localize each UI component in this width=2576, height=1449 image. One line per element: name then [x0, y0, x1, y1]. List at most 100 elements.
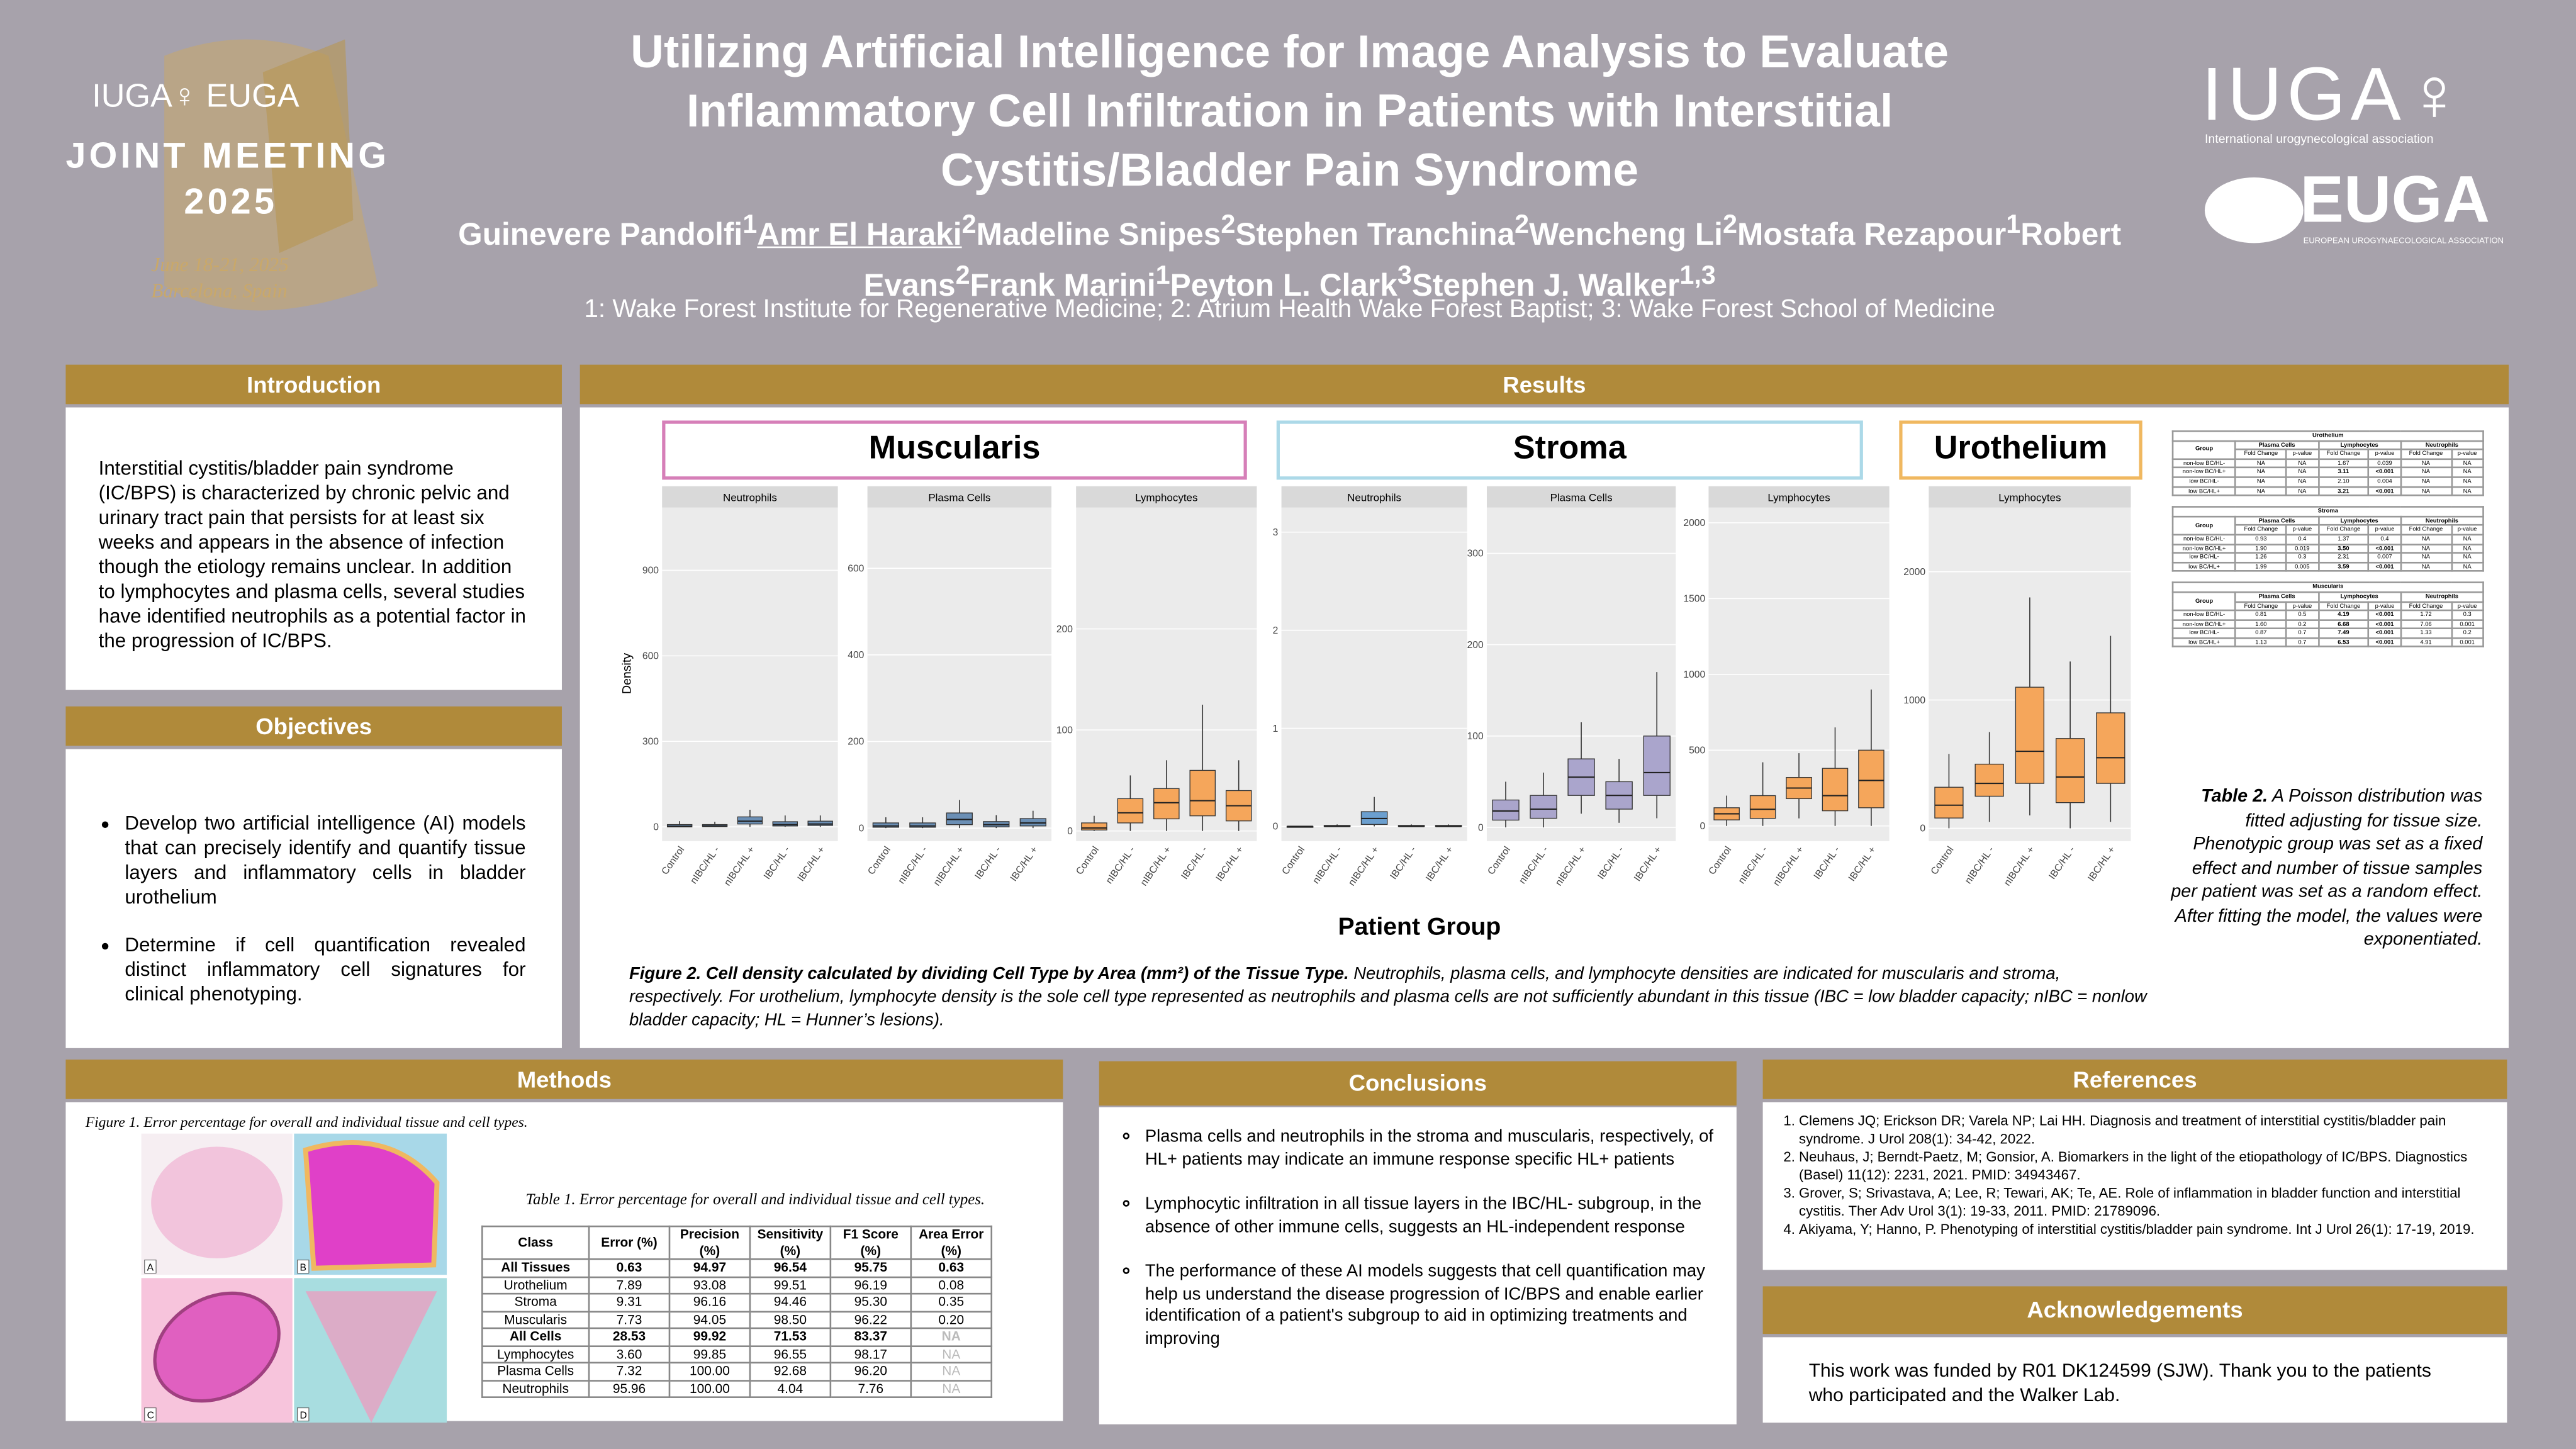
cell: 96.55: [749, 1345, 832, 1364]
cell: 96.54: [749, 1258, 832, 1277]
panel-strip: [1486, 486, 1676, 508]
cell: NA: [2234, 476, 2287, 488]
cell: NA: [2234, 467, 2287, 478]
table-row: non-low BC/HL+ 1.60 0.2 6.68 <0.001 7.06 0.001: [2171, 618, 2484, 630]
cell: non-low BC/HL-: [2171, 610, 2237, 621]
panel-title: Plasma Cells: [1550, 491, 1613, 503]
cell: 99.51: [749, 1275, 832, 1295]
x-tick-label: Control: [659, 844, 686, 876]
figure-caption: Figure 1. Error percentage for overall a…: [85, 1114, 528, 1131]
cell: non-low BC/HL+: [2171, 467, 2237, 478]
section-heading: References: [1762, 1060, 2507, 1099]
header-cell: Neutrophils: [2399, 439, 2484, 450]
header-cell: Lymphocytes: [2317, 439, 2402, 450]
panel-letter-bg: [297, 1260, 310, 1274]
cell: 100.00: [668, 1362, 751, 1381]
logo-line: 2025: [184, 181, 278, 222]
header-cell: Fold Change: [2317, 449, 2370, 460]
cell: low BC/HL-: [2171, 552, 2237, 563]
header-cell: Lymphocytes: [2317, 515, 2402, 527]
panel-strip: [662, 486, 838, 508]
authors: Guinevere Pandolfi1Amr El Haraki2Madelin…: [444, 207, 2136, 306]
panel-strip: [1076, 486, 1257, 508]
logo-text: EUROPEAN UROGYNAECOLOGICAL ASSOCIATION: [2303, 236, 2504, 247]
y-tick-label: 0: [653, 822, 659, 832]
figure-caption: Figure 2. Cell density calculated by div…: [629, 963, 2157, 1032]
author-name: Peyton L. Clark: [1170, 269, 1397, 304]
block-title: Stroma: [2171, 506, 2484, 517]
y-tick-label: 500: [1689, 745, 1705, 756]
cell: NA: [2399, 534, 2453, 545]
box: [1189, 769, 1216, 817]
y-tick-label: 0: [1273, 822, 1279, 832]
panel-letter: D: [300, 1411, 307, 1421]
author: Robert Evans2: [863, 219, 2121, 303]
cell: <0.001: [2368, 467, 2402, 478]
logo-line: Barcelona, Spain: [151, 279, 288, 303]
x-tick-label: Control: [1486, 844, 1513, 876]
author: Stephen J. Walker1,3: [1412, 262, 1716, 303]
block-name: Muscularis: [2171, 582, 2484, 593]
table: Class Error (%) Precision (%) Sensitivity (…: [481, 1225, 993, 1398]
x-tick-label: IBC/HL +: [2086, 844, 2117, 883]
header-cell: p-value: [2285, 449, 2319, 460]
caption-bold: Table 2.: [2201, 786, 2268, 807]
cell: NA: [2450, 467, 2484, 478]
author-name: Wencheng Li: [1529, 219, 1723, 254]
cell: 95.96: [588, 1379, 671, 1398]
box: [1858, 749, 1884, 808]
conclusion: Plasma cells and neutrophils in the stro…: [1145, 1127, 1713, 1171]
y-tick-label: 1500: [1683, 594, 1705, 605]
reference: Grover, S; Srivastava, A; Lee, R; Tewari…: [1799, 1185, 2490, 1221]
header-cell: Class: [481, 1225, 590, 1260]
y-tick-label: 200: [1056, 624, 1073, 635]
x-tick-label: IBC/HL -: [1388, 844, 1418, 881]
table: Stroma Group Plasma Cells Lymphocytes Neutro…: [2171, 506, 2484, 573]
table-row: Urothelium 7.89 93.08 99.51 96.19 0.08: [481, 1275, 993, 1295]
header-cell: p-value: [2285, 524, 2319, 535]
y-tick-label: 3: [1273, 527, 1279, 538]
header-cell: p-value: [2285, 600, 2319, 612]
panel-letter: B: [300, 1263, 306, 1273]
cell: NA: [910, 1379, 993, 1398]
objective: Determine if cell quantification reveale…: [125, 933, 525, 1007]
header-cell: Group: [2171, 515, 2237, 536]
cell: NA: [2450, 476, 2484, 488]
cell: Urothelium: [481, 1275, 590, 1295]
y-tick-label: 200: [848, 737, 864, 747]
cell: 94.97: [668, 1258, 751, 1277]
logo-text: International urogynecological associati…: [2204, 131, 2434, 147]
x-tick-label: IBC/HL +: [1424, 844, 1455, 883]
cell: 96.16: [668, 1292, 751, 1312]
author: Peyton L. Clark3: [1170, 262, 1412, 304]
author-affiliation: 1: [742, 211, 758, 240]
table-row: non-low BC/HL+ 1.90 0.019 3.50 <0.001 NA NA: [2171, 543, 2484, 554]
header-cell: Group: [2171, 439, 2237, 460]
author-name: Guinevere Pandolfi: [458, 219, 743, 254]
section-body: Clemens JQ; Erickson DR; Varela NP; Lai …: [1762, 1102, 2507, 1270]
cell: 3.60: [588, 1345, 671, 1364]
header-cell: p-value: [2368, 600, 2402, 612]
x-tick-label: nIBC/HL -: [688, 844, 722, 886]
x-axis-label: Patient Group: [1338, 914, 1501, 941]
section-label: Stroma: [1276, 420, 1863, 480]
section-body: This work was funded by R01 DK124599 (SJ…: [1762, 1337, 2507, 1423]
cell: 7.49: [2317, 628, 2370, 639]
table-row: low BC/HL- 1.26 0.3 2.31 0.007 NA NA: [2171, 552, 2484, 563]
y-tick-label: 0: [1067, 826, 1073, 837]
cell: 92.68: [749, 1362, 832, 1381]
cell: 0.87: [2234, 628, 2287, 639]
x-tick-label: nIBC/HL -: [1737, 844, 1770, 886]
y-tick-label: 300: [642, 736, 659, 747]
cell: non-low BC/HL+: [2171, 543, 2237, 554]
block-title: Muscularis: [2171, 582, 2484, 593]
table-header: Class Error (%) Precision (%) Sensitivity (…: [481, 1225, 993, 1260]
table-row: Stroma 9.31 96.16 94.46 95.30 0.35: [481, 1292, 993, 1312]
cell: <0.001: [2368, 637, 2402, 648]
section-body: Plasma cells and neutrophils in the stro…: [1099, 1107, 1737, 1424]
box: [909, 822, 936, 828]
tissue: [151, 1146, 283, 1259]
cell: non-low BC/HL+: [2171, 618, 2237, 630]
table-row: Muscularis 7.73 94.05 98.50 96.22 0.20: [481, 1310, 993, 1329]
